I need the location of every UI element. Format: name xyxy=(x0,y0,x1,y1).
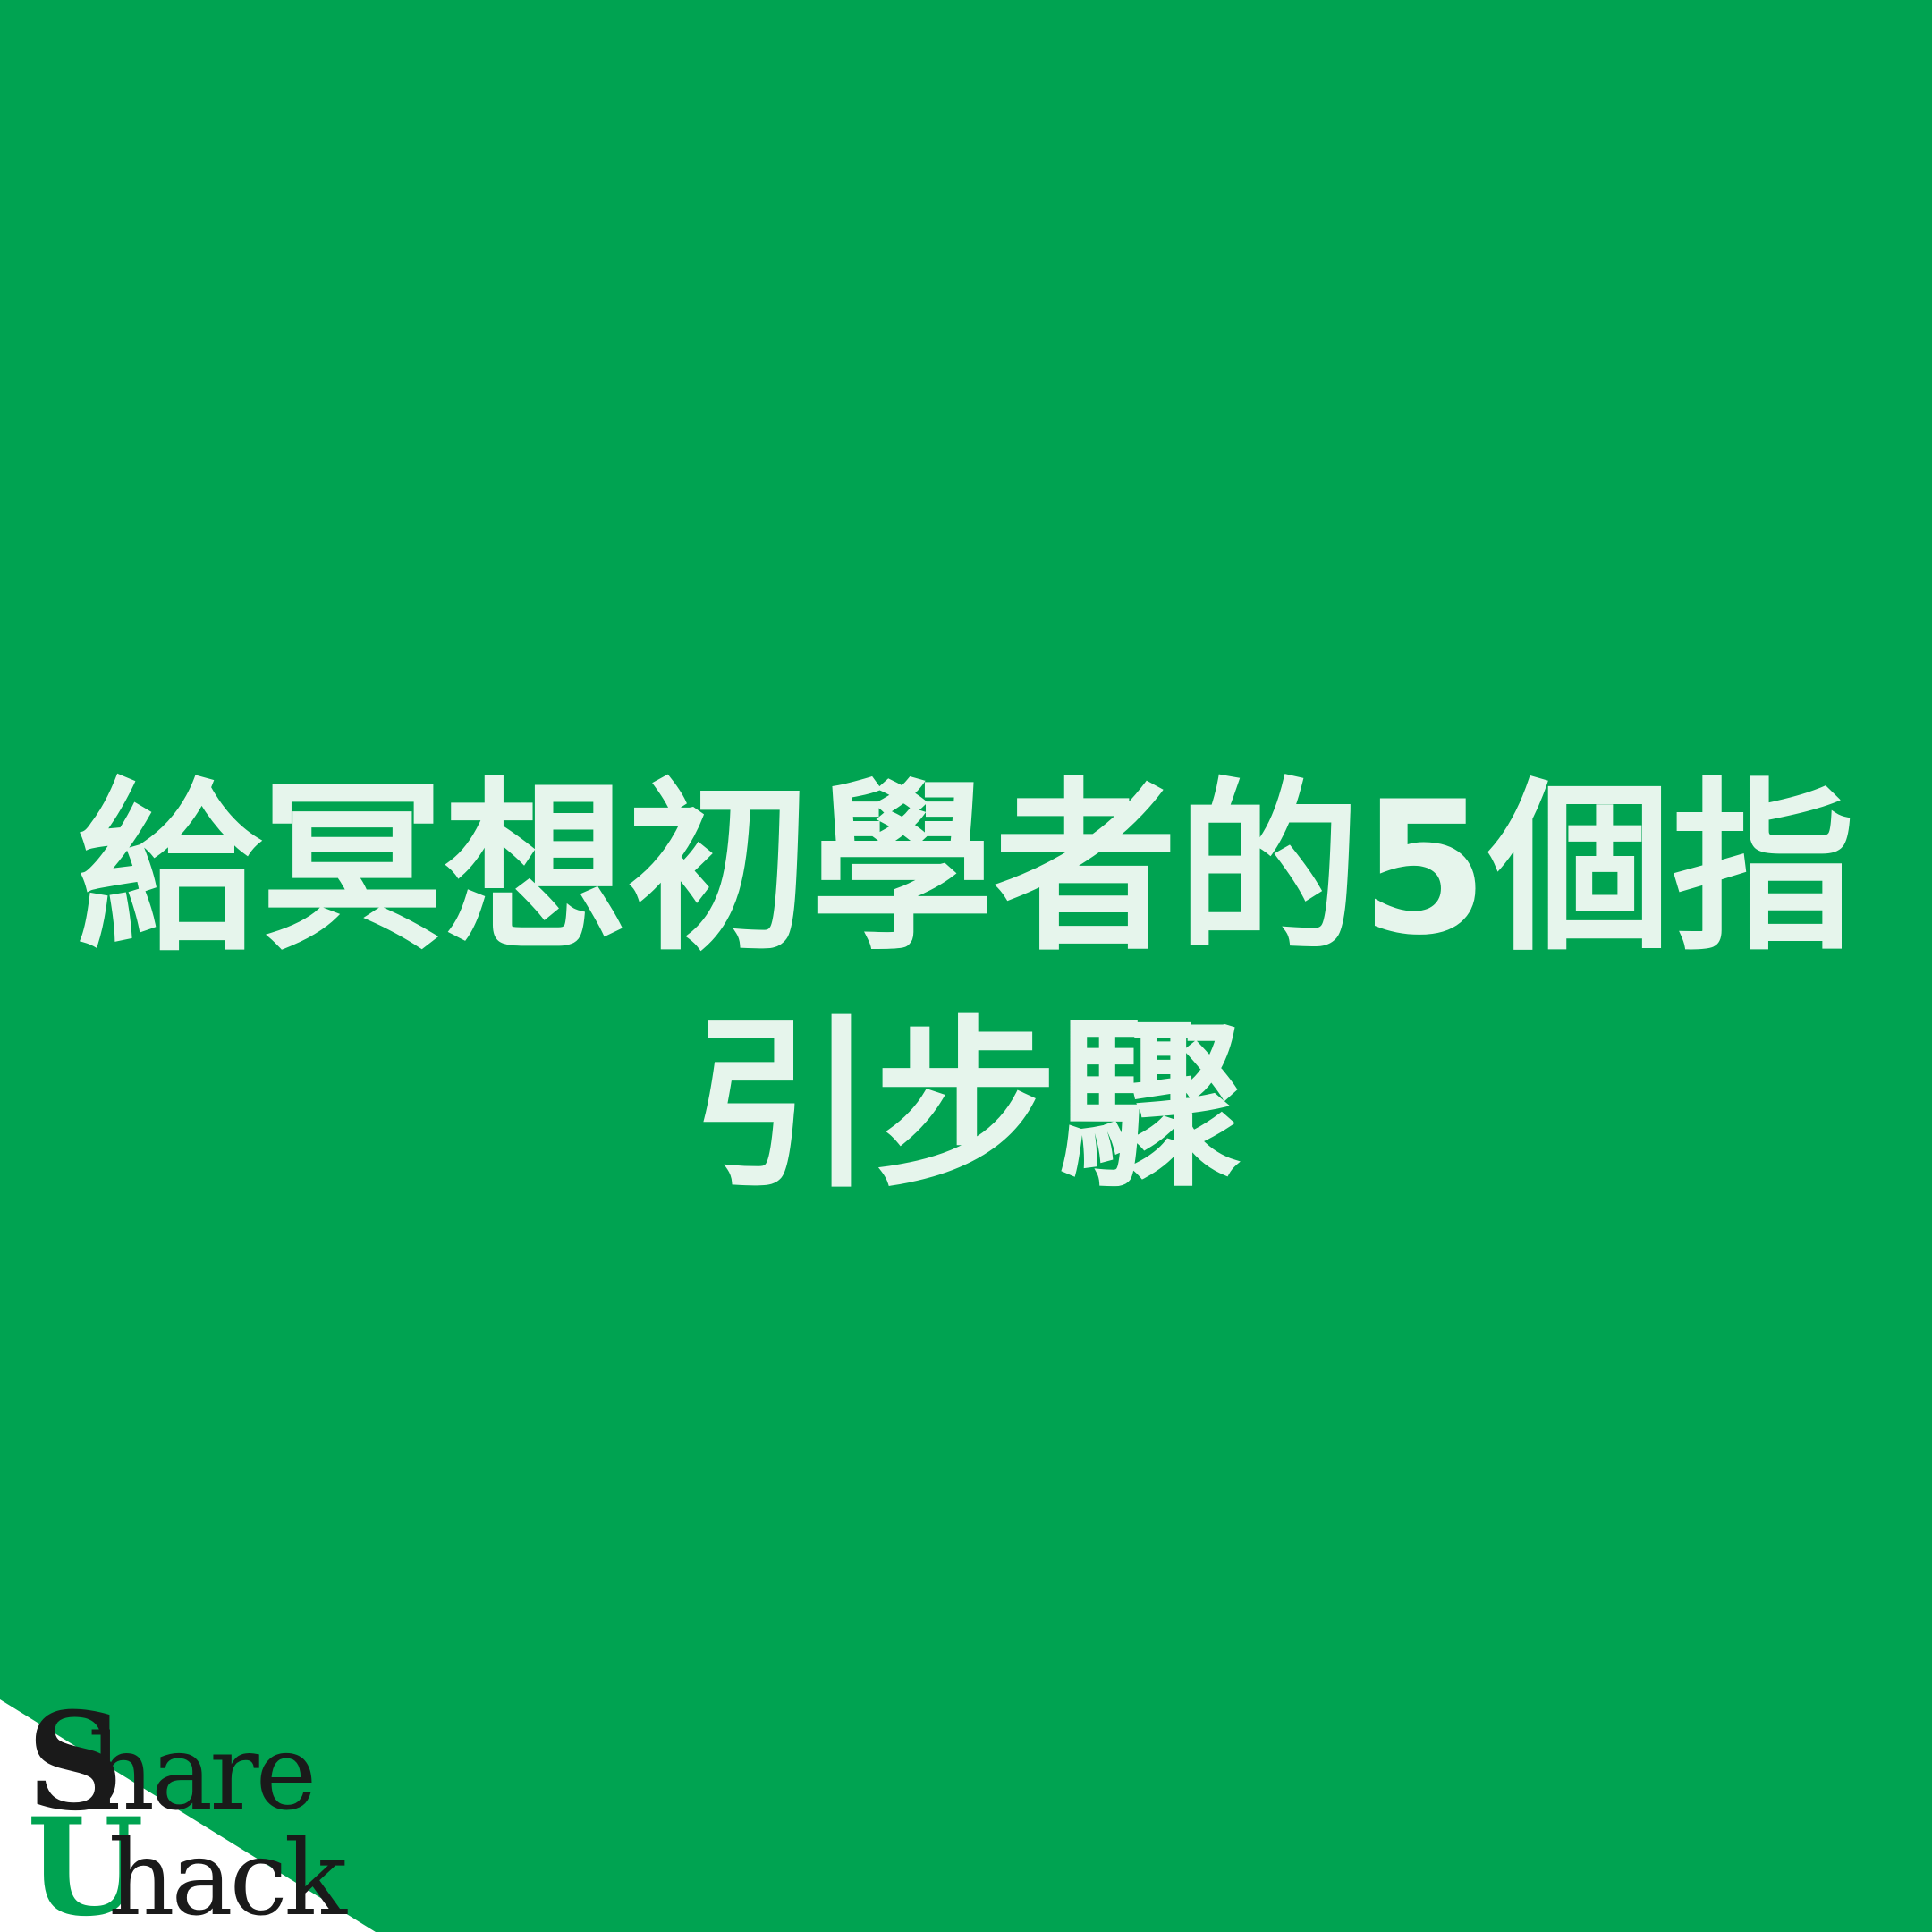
title-line-2: 引步驟 xyxy=(691,1000,1241,1213)
logo-initial-s: S xyxy=(27,1683,123,1841)
logo-line-share: Share xyxy=(27,1695,317,1829)
slide-title: 給冥想初學者的5個指 引步驟 xyxy=(0,751,1932,1225)
logo-word-hack: hack xyxy=(107,1818,347,1932)
shareuhack-logo: Share Uhack xyxy=(27,1695,347,1932)
logo-word-hare: hare xyxy=(88,1713,317,1834)
logo-line-hack: Uhack xyxy=(27,1801,347,1932)
title-line-1: 給冥想初學者的5個指 xyxy=(77,763,1855,976)
corner-white-wedge xyxy=(0,1699,376,1932)
wedge-shape xyxy=(0,1699,376,1932)
logo-initial-u: U xyxy=(27,1789,144,1932)
